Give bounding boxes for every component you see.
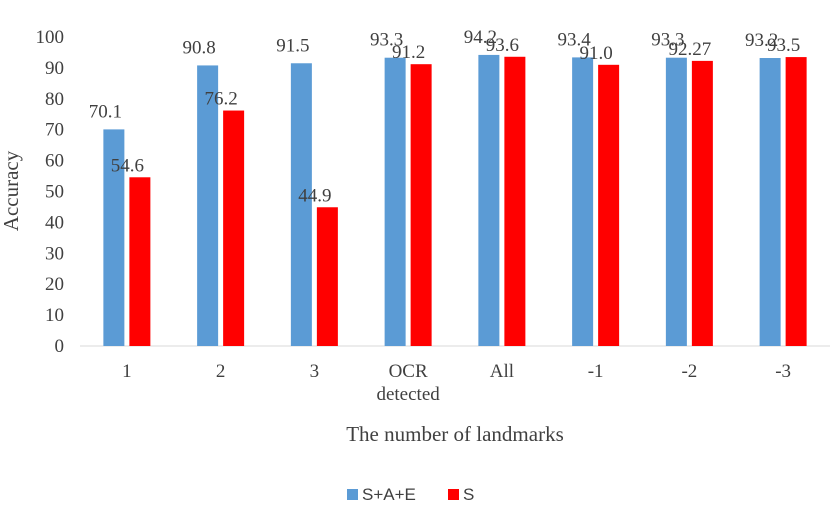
data-label: 90.8 — [183, 37, 216, 58]
y-axis-title: Accuracy — [0, 150, 23, 231]
data-label: 93.2 — [745, 30, 778, 51]
y-tick-label: 90 — [45, 58, 64, 79]
y-tick-label: 100 — [36, 27, 65, 48]
bar-s-a-e — [103, 129, 125, 346]
y-tick-label: 80 — [45, 89, 64, 110]
data-label: 94.2 — [464, 27, 497, 48]
x-tick-label: All — [490, 361, 514, 382]
bar-s — [785, 57, 807, 347]
x-tick-label: 3 — [310, 361, 320, 382]
x-tick-label: OCR — [389, 361, 428, 382]
data-label: 91.0 — [580, 43, 613, 64]
data-label: 76.2 — [205, 89, 238, 110]
data-label: 70.1 — [89, 101, 122, 122]
legend-label: S — [463, 485, 474, 504]
y-tick-label: 20 — [45, 274, 64, 295]
legend-swatch — [448, 489, 459, 500]
x-tick-label: detected — [376, 384, 440, 405]
x-axis-title: The number of landmarks — [346, 422, 564, 446]
data-label: 93.3 — [651, 30, 684, 51]
data-label: 93.3 — [370, 30, 403, 51]
bar-s-a-e — [572, 57, 594, 346]
bar-s — [691, 60, 713, 346]
bar-s — [410, 64, 432, 346]
bar-s-a-e — [384, 57, 406, 346]
bar-s-a-e — [290, 63, 312, 346]
bar-s — [598, 64, 620, 346]
data-labels-group: 70.154.690.876.291.544.993.391.294.293.6… — [89, 27, 801, 206]
data-label: 44.9 — [298, 185, 331, 206]
data-label: 93.4 — [558, 29, 592, 50]
y-axis-ticks: 0 10 20 30 40 50 60 70 80 90 100 — [36, 27, 65, 357]
bars-group — [103, 54, 807, 347]
bar-s — [223, 110, 245, 347]
x-tick-label: 2 — [216, 361, 226, 382]
data-label: 93.5 — [767, 35, 800, 56]
y-tick-label: 60 — [45, 151, 64, 172]
data-label: 91.2 — [392, 42, 425, 63]
y-tick-label: 50 — [45, 182, 64, 203]
x-tick-label: 1 — [122, 361, 132, 382]
x-tick-label: -1 — [588, 361, 604, 382]
bar-s — [316, 207, 338, 346]
y-tick-label: 10 — [45, 305, 64, 326]
legend-label: S+A+E — [362, 485, 416, 504]
x-tick-label: -3 — [775, 361, 791, 382]
y-tick-label: 0 — [55, 336, 65, 357]
bar-s-a-e — [665, 57, 687, 346]
data-label: 92.27 — [669, 39, 712, 60]
y-tick-label: 30 — [45, 243, 64, 264]
bar-s-a-e — [478, 54, 500, 347]
bar-s — [504, 56, 526, 346]
legend: S+A+E S — [347, 485, 474, 504]
data-label: 93.6 — [486, 35, 519, 56]
bar-s-a-e — [197, 65, 219, 346]
bar-s — [129, 177, 151, 346]
y-tick-label: 40 — [45, 212, 64, 233]
x-tick-label: -2 — [681, 361, 697, 382]
legend-swatch — [347, 489, 358, 500]
data-label: 91.5 — [276, 35, 309, 56]
data-label: 54.6 — [111, 155, 144, 176]
y-tick-label: 70 — [45, 120, 64, 141]
bar-s-a-e — [759, 58, 781, 347]
